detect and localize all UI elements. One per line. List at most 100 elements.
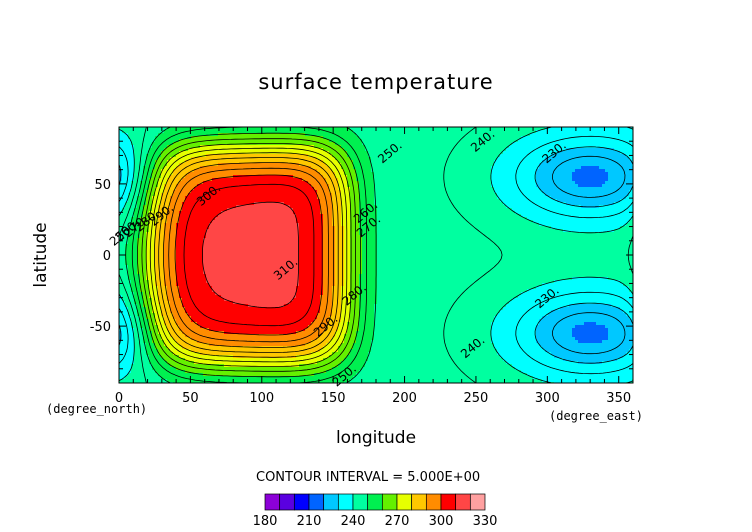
field-cell xyxy=(359,157,363,161)
field-cell xyxy=(308,202,312,206)
field-cell xyxy=(578,211,582,215)
field-cell xyxy=(524,145,528,149)
field-cell xyxy=(605,139,609,143)
field-cell xyxy=(302,163,306,167)
field-cell xyxy=(125,136,129,140)
field-cell xyxy=(608,187,612,191)
field-cell xyxy=(575,163,579,167)
field-cell xyxy=(584,175,588,179)
field-cell xyxy=(515,184,519,188)
field-cell xyxy=(497,205,501,209)
field-cell xyxy=(281,184,285,188)
field-cell xyxy=(326,202,330,206)
field-cell xyxy=(359,169,363,173)
field-cell xyxy=(611,196,615,200)
field-cell xyxy=(605,181,609,185)
field-cell xyxy=(272,199,276,203)
field-cell xyxy=(383,187,387,191)
field-cell xyxy=(176,178,180,182)
field-cell xyxy=(620,181,624,185)
field-cell xyxy=(320,190,324,194)
field-cell xyxy=(530,193,534,197)
field-cell xyxy=(386,148,390,152)
field-cell xyxy=(488,157,492,161)
field-cell xyxy=(485,154,489,158)
field-cell xyxy=(140,127,144,131)
field-cell xyxy=(266,172,270,176)
field-cell xyxy=(149,172,153,176)
field-cell xyxy=(434,169,438,173)
field-cell xyxy=(149,151,153,155)
field-cell xyxy=(518,187,522,191)
field-cell xyxy=(605,193,609,197)
field-cell xyxy=(446,202,450,206)
field-cell xyxy=(446,154,450,158)
field-cell xyxy=(515,190,519,194)
field-cell xyxy=(320,205,324,209)
field-cell xyxy=(569,160,573,164)
field-cell xyxy=(272,211,276,215)
field-cell xyxy=(491,163,495,167)
field-cell xyxy=(623,169,627,173)
field-cell xyxy=(311,178,315,182)
field-cell xyxy=(338,148,342,152)
field-cell xyxy=(194,136,198,140)
field-cell xyxy=(455,163,459,167)
field-cell xyxy=(191,139,195,143)
field-cell xyxy=(164,160,168,164)
field-cell xyxy=(293,139,297,143)
field-cell xyxy=(539,157,543,161)
field-cell xyxy=(206,169,210,173)
field-cell xyxy=(434,163,438,167)
field-cell xyxy=(305,190,309,194)
field-cell xyxy=(140,184,144,188)
field-cell xyxy=(347,193,351,197)
field-cell xyxy=(572,178,576,182)
field-cell xyxy=(122,184,126,188)
field-cell xyxy=(179,175,183,179)
field-cell xyxy=(608,196,612,200)
field-cell xyxy=(356,196,360,200)
field-cell xyxy=(587,130,591,134)
field-cell xyxy=(407,211,411,215)
field-cell xyxy=(332,199,336,203)
field-cell xyxy=(224,175,228,179)
field-cell xyxy=(290,160,294,164)
field-cell xyxy=(239,172,243,176)
field-cell xyxy=(308,169,312,173)
field-cell xyxy=(152,145,156,149)
field-cell xyxy=(536,196,540,200)
field-cell xyxy=(296,172,300,176)
field-cell xyxy=(182,181,186,185)
field-cell xyxy=(314,196,318,200)
field-cell xyxy=(401,130,405,134)
field-cell xyxy=(455,199,459,203)
field-cell xyxy=(350,169,354,173)
field-cell xyxy=(527,151,531,155)
field-cell xyxy=(512,169,516,173)
field-cell xyxy=(179,172,183,176)
field-cell xyxy=(551,130,555,134)
field-cell xyxy=(359,148,363,152)
field-cell xyxy=(128,130,132,134)
field-cell xyxy=(626,160,630,164)
field-cell xyxy=(332,187,336,191)
field-cell xyxy=(485,178,489,182)
field-cell xyxy=(524,196,528,200)
field-cell xyxy=(488,211,492,215)
field-cell xyxy=(566,166,570,170)
field-cell xyxy=(497,163,501,167)
field-cell xyxy=(173,172,177,176)
field-cell xyxy=(347,163,351,167)
field-cell xyxy=(395,145,399,149)
field-cell xyxy=(452,157,456,161)
field-cell xyxy=(305,148,309,152)
field-cell xyxy=(179,148,183,152)
field-cell xyxy=(353,160,357,164)
field-cell xyxy=(410,160,414,164)
field-cell xyxy=(548,127,552,131)
field-cell xyxy=(392,196,396,200)
field-cell xyxy=(269,190,273,194)
field-cell xyxy=(320,145,324,149)
field-cell xyxy=(197,175,201,179)
